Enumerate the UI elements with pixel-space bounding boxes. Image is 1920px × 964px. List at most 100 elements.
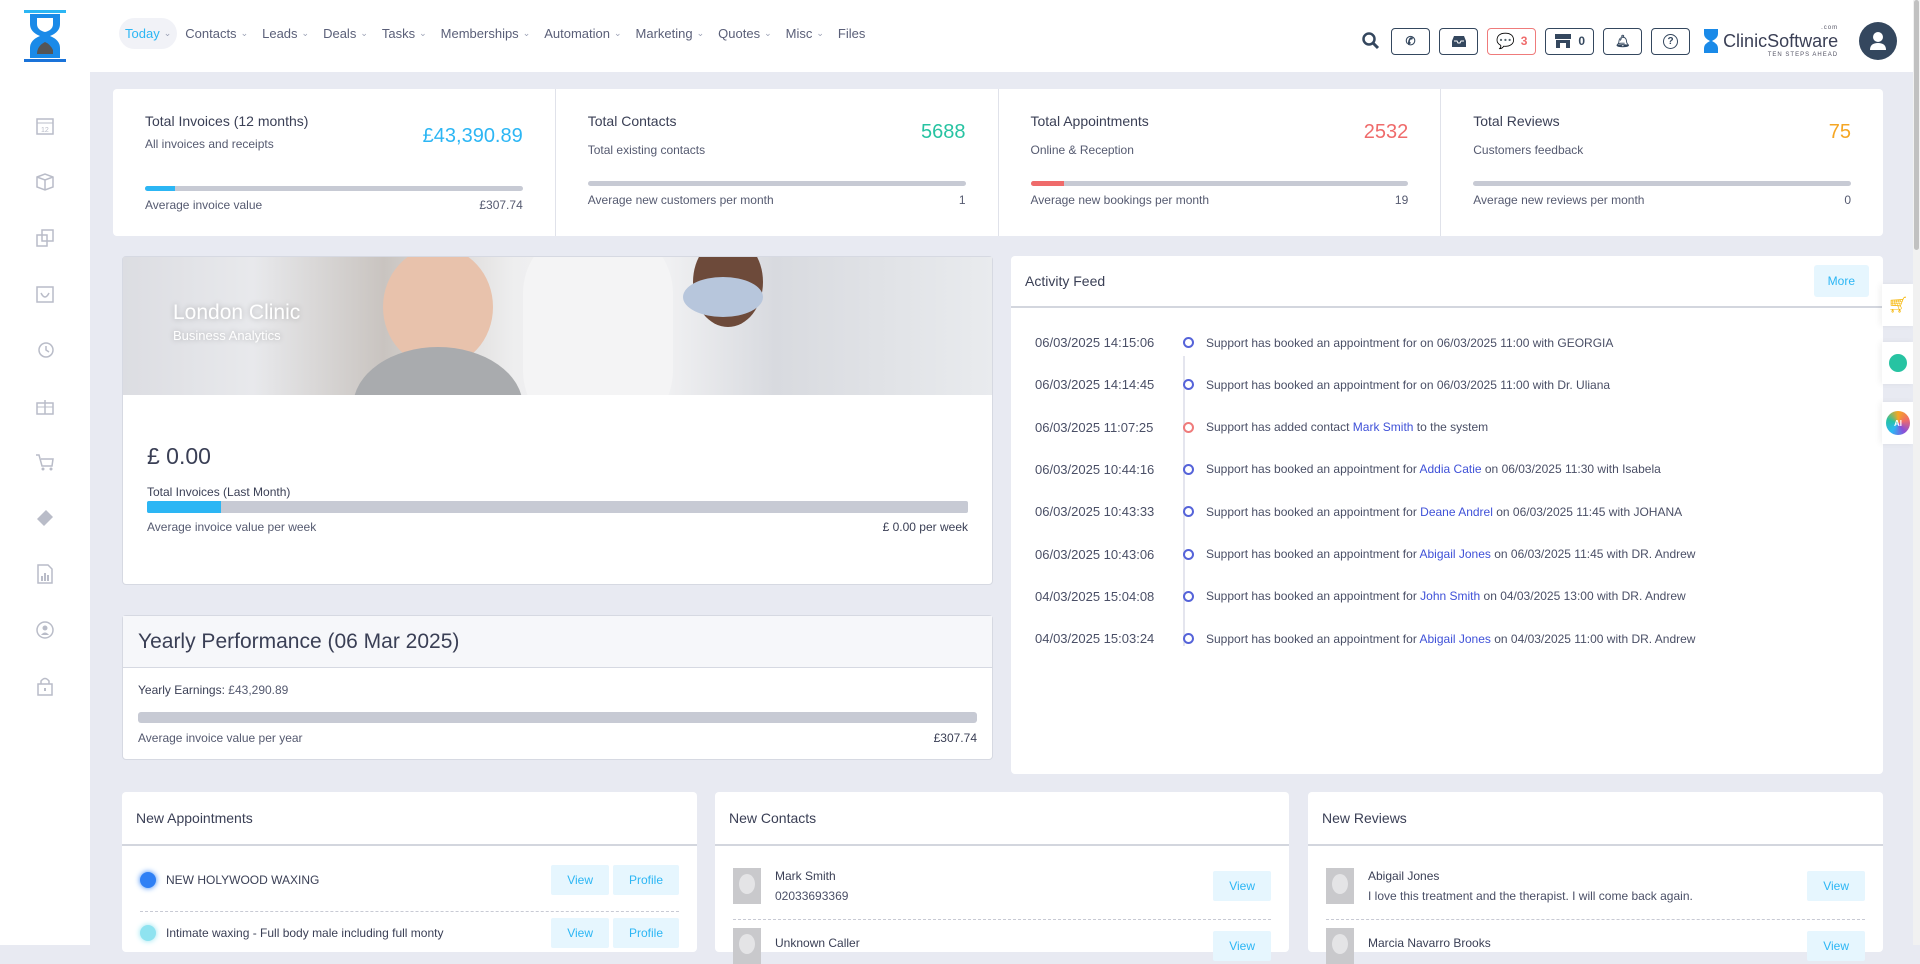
avatar-placeholder-icon <box>733 928 761 964</box>
notifications-button[interactable]: 🔔︎ <box>1603 27 1643 55</box>
review-name: Marcia Navarro Brooks <box>1368 936 1491 950</box>
app-logo[interactable] <box>22 10 68 62</box>
nav-item-files[interactable]: Files <box>832 18 871 49</box>
avatar-placeholder-icon <box>733 868 761 904</box>
nav-item-leads[interactable]: Leads ⌄ <box>256 18 315 49</box>
stat-progress <box>145 186 523 191</box>
activity-text-post: to the system <box>1413 420 1489 435</box>
nav-item-contacts[interactable]: Contacts ⌄ <box>179 18 254 49</box>
view-button[interactable]: View <box>1807 931 1865 961</box>
activity-timestamp: 06/03/2025 14:15:06 <box>1035 335 1155 350</box>
page-scrollbar[interactable] <box>1913 0 1920 945</box>
cart-float-button[interactable]: 🛒︎ <box>1882 284 1914 326</box>
nav-item-tasks[interactable]: Tasks ⌄ <box>376 18 433 49</box>
calendar-refresh-icon[interactable] <box>34 283 56 305</box>
stat-foot-value: 1 <box>958 193 966 207</box>
activity-contact-link[interactable]: Deane Andrel <box>1420 504 1493 519</box>
timeline-dot-icon <box>1183 548 1194 560</box>
nav-item-misc[interactable]: Misc ⌄ <box>780 18 830 49</box>
nav-item-quotes[interactable]: Quotes ⌄ <box>712 18 777 49</box>
activity-text-pre: Support has booked an appointment for <box>1206 631 1420 646</box>
view-button[interactable]: View <box>1213 871 1271 901</box>
nav-label: Leads <box>262 26 298 41</box>
activity-contact-link[interactable]: John Smith <box>1420 589 1481 604</box>
stat-foot-label: Average invoice value <box>145 198 263 212</box>
activity-item: 06/03/2025 10:43:06 Support has booked an… <box>1035 547 1695 562</box>
activity-text-pre: Support has booked an appointment for <box>1206 504 1421 519</box>
store-button[interactable]: 0 <box>1545 27 1595 55</box>
status-dot-icon <box>140 872 156 888</box>
new-appointments-card: New Appointments NEW HOLYWOOD WAXING View… <box>122 792 697 952</box>
toolbar: ✆ 💬 3 0 🔔︎ ? .com ClinicSoftware TEN STEPS … <box>1360 22 1898 60</box>
chevron-down-icon: ⌄ <box>522 28 531 38</box>
activity-contact-link[interactable]: Mark Smith <box>1352 420 1414 435</box>
copy-icon[interactable] <box>34 227 56 249</box>
user-avatar[interactable] <box>1859 22 1898 60</box>
nav-item-marketing[interactable]: Marketing ⌄ <box>630 18 711 49</box>
stat-progress <box>1473 181 1851 186</box>
nav-item-memberships[interactable]: Memberships ⌄ <box>435 18 537 49</box>
box-icon[interactable] <box>34 171 56 193</box>
activity-text-pre: Support has booked an appointment for on… <box>1206 335 1614 350</box>
nav-item-deals[interactable]: Deals ⌄ <box>317 18 374 49</box>
nav-label: Deals <box>323 26 357 41</box>
more-button[interactable]: More <box>1813 265 1869 297</box>
appointment-row: Intimate waxing - Full body male includi… <box>140 918 679 948</box>
weekly-average-value: £ 0.00 per week <box>882 520 968 534</box>
gift-icon[interactable] <box>34 395 56 417</box>
lock-icon[interactable] <box>34 675 56 697</box>
ticket-icon[interactable] <box>34 507 56 529</box>
divider <box>1326 919 1865 920</box>
activity-text-pre: Support has booked an appointment for <box>1206 589 1421 604</box>
stat-card: Total Contacts Total existing contacts 568… <box>556 89 999 236</box>
profile-button[interactable]: Profile <box>612 918 679 948</box>
report-icon[interactable] <box>34 563 56 585</box>
calendar-icon[interactable]: 12 <box>34 115 56 137</box>
activity-text-post: on 04/03/2025 11:00 with DR. Andrew <box>1490 631 1696 646</box>
nav-item-automation[interactable]: Automation ⌄ <box>538 18 627 49</box>
activity-feed-card: Activity Feed More <box>1011 256 1883 774</box>
new-appointments-title: New Appointments <box>136 810 253 826</box>
chevron-down-icon: ⌄ <box>696 28 705 38</box>
sidebar: 12 <box>0 72 90 945</box>
profile-button[interactable]: Profile <box>612 865 679 895</box>
search-icon[interactable] <box>1360 30 1382 52</box>
view-button[interactable]: View <box>1213 931 1271 961</box>
view-button[interactable]: View <box>551 918 609 948</box>
stat-foot-label: Average new reviews per month <box>1473 193 1645 207</box>
stat-foot-value: 0 <box>1844 193 1851 207</box>
stat-progress <box>587 181 966 186</box>
yearly-average-value: £307.74 <box>933 731 977 745</box>
phone-button[interactable]: ✆ <box>1391 27 1430 55</box>
activity-timestamp: 04/03/2025 15:03:24 <box>1035 631 1155 647</box>
brand-tagline: TEN STEPS AHEAD <box>1767 51 1839 58</box>
activity-contact-link[interactable]: Abigail Jones <box>1419 631 1491 646</box>
yearly-performance-card: Yearly Performance (06 Mar 2025) Yearly … <box>122 615 993 760</box>
inbox-button[interactable] <box>1439 27 1478 55</box>
ai-float-button[interactable]: AI <box>1882 402 1914 444</box>
activity-feed-title: Activity Feed <box>1025 273 1106 289</box>
stat-card: Total Reviews Customers feedback 75 Average… <box>1441 89 1883 236</box>
help-button[interactable]: ? <box>1651 27 1691 55</box>
cart-icon[interactable] <box>34 451 56 473</box>
store-count: 0 <box>1578 34 1586 48</box>
whatsapp-float-button[interactable] <box>1882 342 1914 384</box>
new-reviews-title: New Reviews <box>1322 810 1407 826</box>
activity-contact-link[interactable]: Addia Catie <box>1419 462 1482 477</box>
user-circle-icon[interactable] <box>34 619 56 641</box>
messages-button[interactable]: 💬 3 <box>1487 27 1537 55</box>
whatsapp-icon <box>1889 354 1907 372</box>
activity-contact-link[interactable]: Abigail Jones <box>1419 547 1491 561</box>
stat-card: Total Invoices (12 months) All invoices a… <box>113 89 556 236</box>
yearly-progress <box>138 712 977 723</box>
view-button[interactable]: View <box>551 865 609 895</box>
nav-label: Today <box>125 26 160 41</box>
history-icon[interactable] <box>34 339 56 361</box>
activity-timestamp: 06/03/2025 10:43:06 <box>1035 546 1155 562</box>
chat-icon: 💬 <box>1496 33 1515 50</box>
phone-icon: ✆ <box>1405 34 1416 48</box>
nav-item-today[interactable]: Today ⌄ <box>119 18 178 49</box>
contact-detail: 02033693369 <box>775 889 849 903</box>
chevron-down-icon: ⌄ <box>614 28 622 38</box>
view-button[interactable]: View <box>1807 871 1865 901</box>
